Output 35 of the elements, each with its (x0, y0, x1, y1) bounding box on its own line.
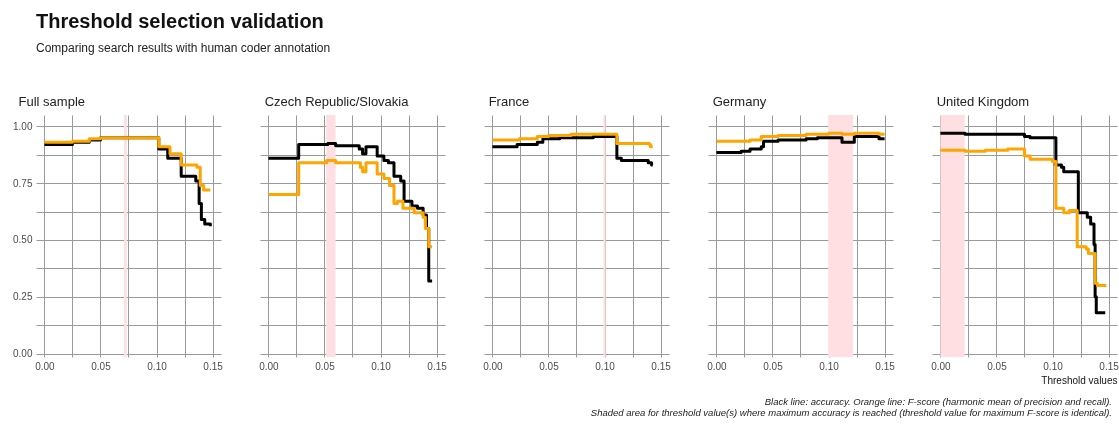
x-tick-label: 0.05 (91, 360, 112, 372)
text: Comparing search results with human coder annotation (36, 41, 331, 55)
x-tick-label: 0.05 (315, 360, 336, 372)
x-tick-label: 0.10 (147, 360, 168, 372)
chart-title: Full sample (18, 94, 86, 109)
x-tick-label: 0.10 (371, 360, 392, 372)
x-tick-label: 0.15 (875, 360, 896, 372)
chart-title: Czech Republic/Slovakia (264, 94, 410, 109)
x-tick-label: 0.00 (35, 360, 56, 372)
x-tick-label: 0.10 (1043, 360, 1064, 372)
x-tick-label: 0.00 (707, 360, 728, 372)
chart-title: Germany (712, 94, 767, 109)
x-tick-label: 0.15 (651, 360, 672, 372)
text: Threshold selection validation (36, 10, 325, 33)
x-tick-label: 0.00 (483, 360, 504, 372)
y-tick-label: 0.50 (13, 234, 33, 246)
y-tick-label: 0.25 (13, 291, 33, 303)
y-tick-label: 0.75 (13, 177, 33, 189)
x-tick-label: 0.15 (427, 360, 448, 372)
x-tick-label: 0.15 (203, 360, 224, 372)
x-tick-label: 0.00 (931, 360, 952, 372)
y-tick-label: 1.00 (13, 120, 33, 132)
x-tick-label: 0.05 (539, 360, 560, 372)
x-tick-label: 0.10 (595, 360, 616, 372)
y-tick-label: 0.00 (13, 348, 33, 360)
text: Shaded area for threshold value(s) where maximum accuracy is reached (threshold value for maximum F-score is identical). (590, 407, 1112, 418)
chart-title: United Kingdom (936, 94, 1030, 109)
x-tick-label: 0.05 (987, 360, 1008, 372)
x-tick-label: 0.10 (819, 360, 840, 372)
chart-title: France (488, 94, 530, 109)
x-tick-label: 0.00 (259, 360, 280, 372)
x-tick-label: 0.15 (1099, 360, 1119, 372)
text: Black line: accuracy. Orange line: F-score (harmonic mean of precision and recall). (763, 396, 1112, 407)
x-tick-label: 0.05 (763, 360, 784, 372)
x-axis-title: Threshold values (1041, 374, 1118, 386)
